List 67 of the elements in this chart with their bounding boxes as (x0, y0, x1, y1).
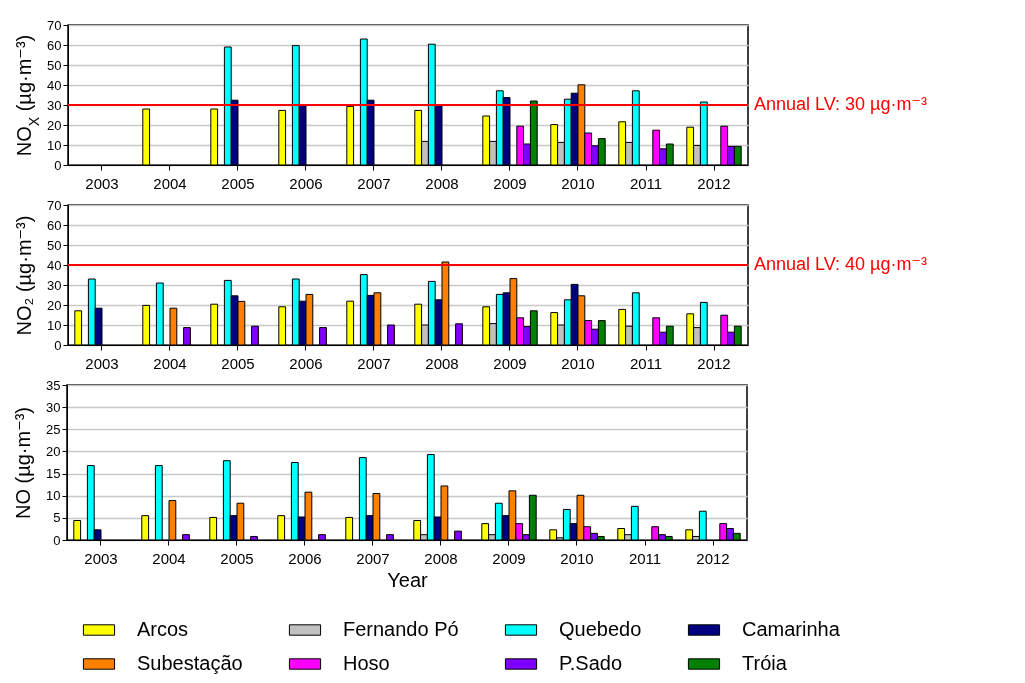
y-tick-label: 60 (47, 217, 62, 233)
y-tick-label: 35 (46, 377, 61, 393)
y-tick-label: 40 (47, 257, 62, 273)
y-tick-label: 20 (47, 297, 62, 313)
legend-label: Fernando Pó (343, 618, 459, 640)
legend-label: Arcos (137, 618, 189, 640)
y-tick-label: 0 (54, 157, 62, 173)
x-tick-label: 2008 (425, 174, 459, 192)
y-tick-label: 70 (47, 17, 62, 33)
x-tick-label: 2003 (85, 354, 119, 372)
x-tick-label: 2008 (424, 549, 458, 567)
x-tick-label: 2008 (425, 354, 459, 372)
legend-label: Quebedo (559, 618, 642, 640)
x-tick-label: 2009 (493, 354, 527, 372)
x-tick-label: 2006 (289, 174, 323, 192)
x-tick-label: 2010 (561, 174, 595, 192)
x-tick-label: 2004 (153, 354, 187, 372)
x-tick-label: 2006 (289, 354, 323, 372)
x-tick-label: 2011 (628, 549, 662, 567)
y-axis-title: NO₂ (µg·m⁻³) (12, 215, 35, 336)
y-tick-label: 20 (47, 117, 62, 133)
y-tick-label: 0 (53, 532, 61, 548)
x-tick-label: 2003 (85, 174, 119, 192)
y-tick-label: 40 (47, 77, 62, 93)
y-tick-label: 50 (47, 237, 62, 253)
y-tick-label: 60 (47, 37, 62, 53)
y-tick-label: 30 (46, 399, 61, 415)
legend-label: Camarinha (742, 618, 841, 640)
x-tick-label: 2005 (221, 174, 255, 192)
x-tick-label: 2009 (492, 549, 526, 567)
x-tick-label: 2007 (357, 354, 391, 372)
x-tick-label: 2011 (629, 354, 663, 372)
ref-line-label: Annual LV: 40 µg·m⁻³ (754, 254, 927, 274)
x-tick-label: 2006 (288, 549, 322, 567)
legend-label: Hoso (343, 652, 390, 674)
legend-label: Subestação (137, 652, 243, 674)
x-tick-label: 2012 (696, 549, 730, 567)
x-tick-label: 2004 (152, 549, 186, 567)
y-tick-label: 30 (47, 277, 62, 293)
x-tick-label: 2009 (493, 174, 527, 192)
x-tick-label: 2010 (561, 354, 595, 372)
x-axis-title: Year (387, 568, 429, 591)
x-tick-label: 2012 (697, 174, 731, 192)
y-tick-label: 10 (47, 317, 62, 333)
x-tick-label: 2012 (697, 354, 731, 372)
y-tick-label: 30 (47, 97, 62, 113)
y-tick-label: 50 (47, 57, 62, 73)
legend-label: P.Sado (559, 652, 623, 674)
x-tick-label: 2007 (356, 549, 390, 567)
x-tick-label: 2005 (221, 354, 255, 372)
y-axis-title: NO (µg·m⁻³) (11, 406, 34, 520)
y-tick-label: 25 (46, 421, 61, 437)
y-tick-label: 0 (54, 337, 62, 353)
y-tick-label: 10 (46, 488, 61, 504)
y-tick-label: 15 (46, 466, 61, 482)
x-tick-label: 2004 (153, 174, 187, 192)
y-tick-label: 70 (47, 197, 62, 213)
x-tick-label: 2007 (357, 174, 391, 192)
x-tick-label: 2010 (560, 549, 594, 567)
ref-line-label: Annual LV: 30 µg·m⁻³ (754, 94, 927, 114)
x-tick-label: 2003 (84, 549, 118, 567)
y-tick-label: 5 (53, 510, 61, 526)
x-tick-label: 2005 (220, 549, 254, 567)
y-tick-label: 10 (47, 137, 62, 153)
legend-label: Tróia (742, 652, 788, 674)
x-tick-label: 2011 (629, 174, 663, 192)
y-tick-label: 20 (46, 443, 61, 459)
